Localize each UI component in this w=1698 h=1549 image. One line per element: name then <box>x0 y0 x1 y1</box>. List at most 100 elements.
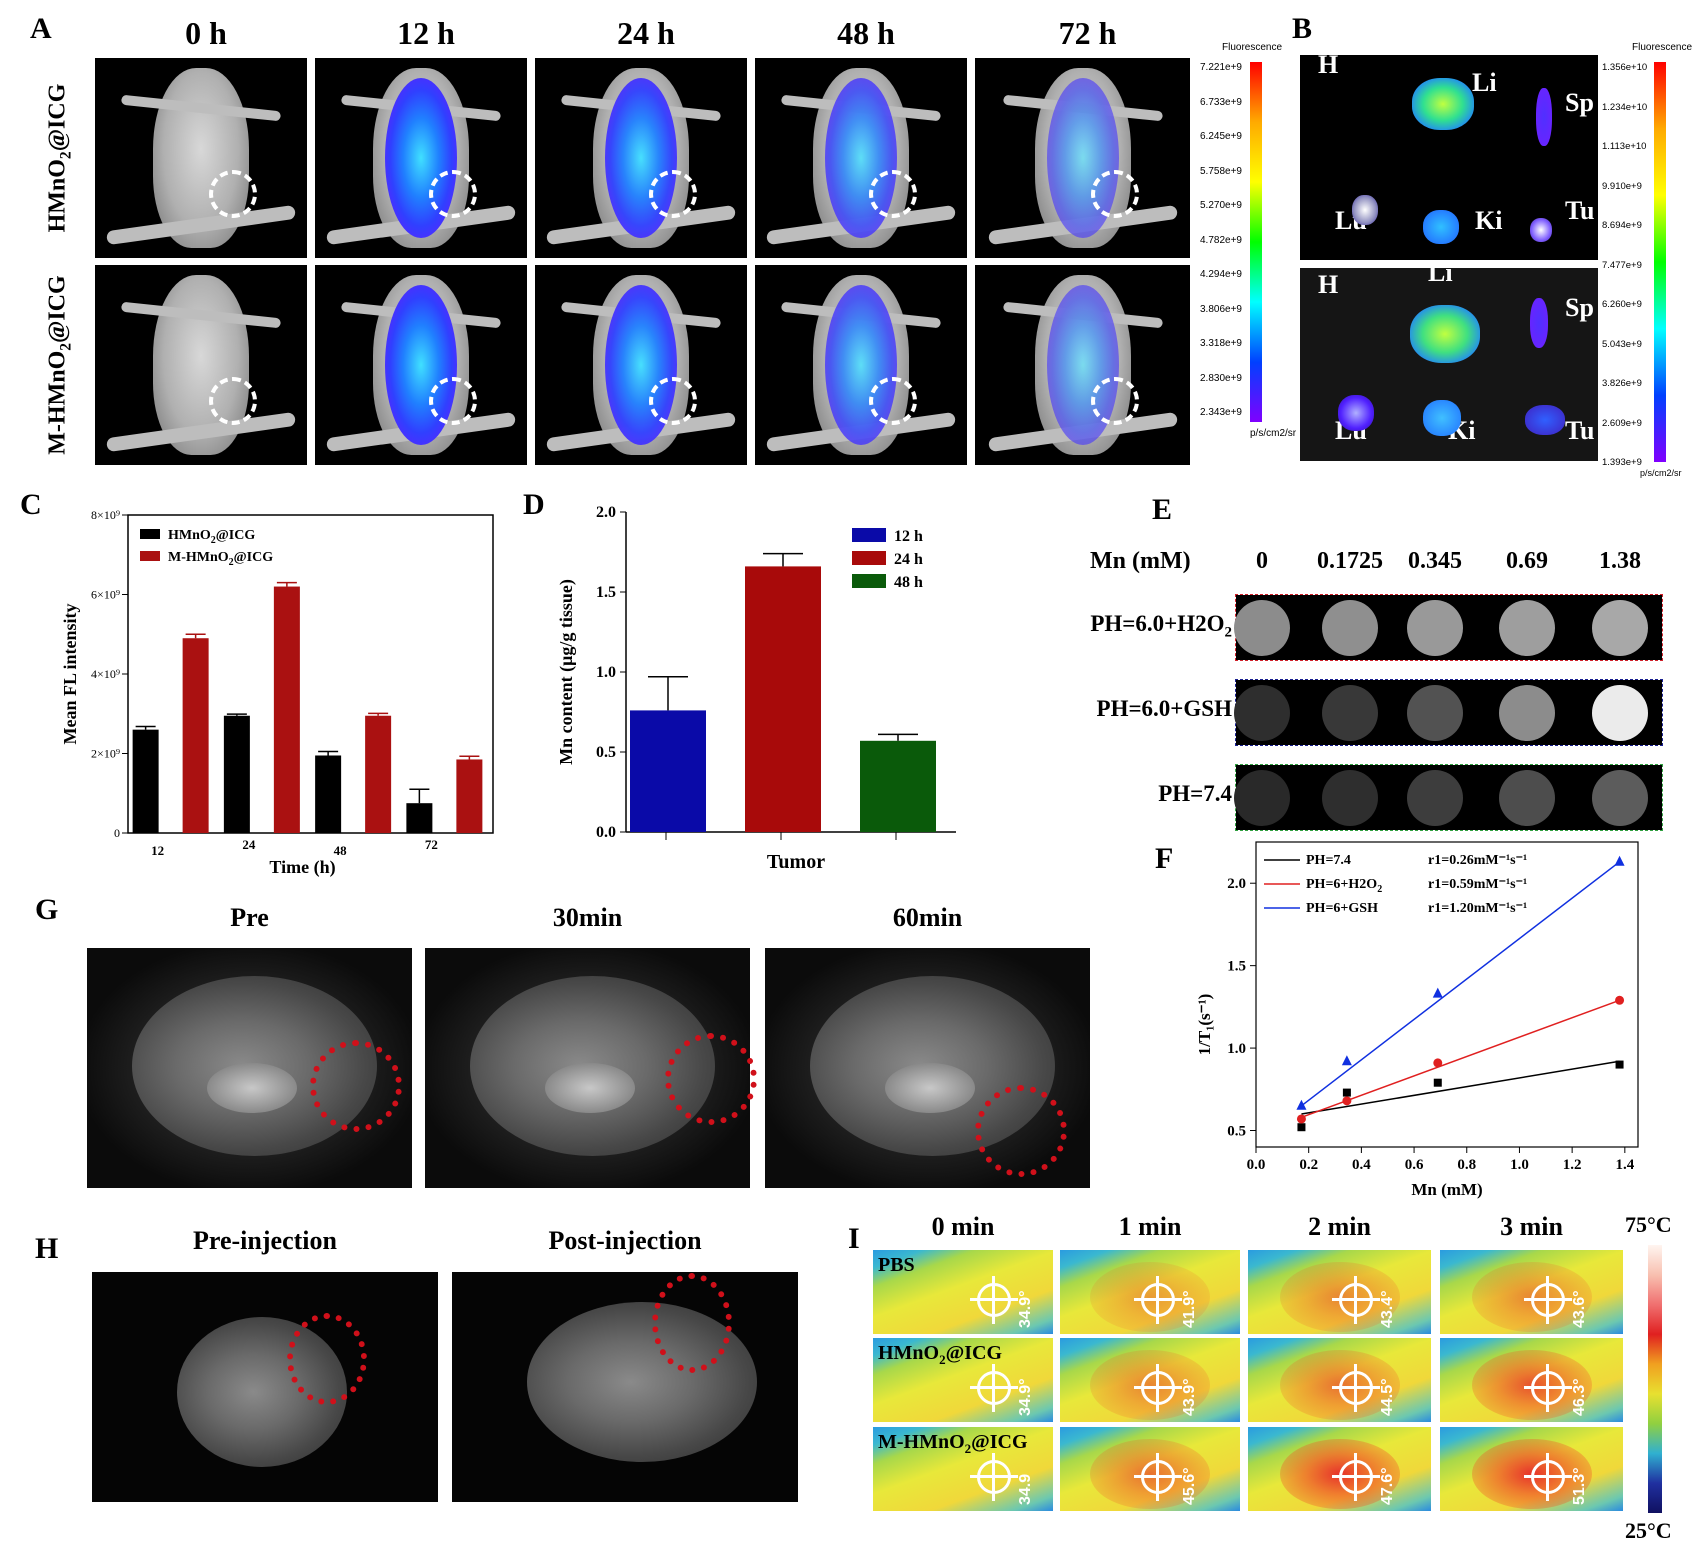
tumor-marker <box>209 377 257 425</box>
y-tick-label: 1.0 <box>596 664 616 681</box>
x-tick-label: 72 <box>425 837 438 852</box>
organ-label-ki: Ki <box>1475 206 1503 235</box>
data-point <box>1432 987 1443 998</box>
x-tick-label: 1.4 <box>1615 1157 1634 1173</box>
data-point <box>1297 1123 1306 1132</box>
panel-label-b: B <box>1292 12 1313 45</box>
tumor-marker <box>287 1313 367 1405</box>
mouse-image <box>315 265 527 465</box>
plot-frame <box>1255 841 1639 1148</box>
mouse-image <box>755 58 967 258</box>
bar <box>745 566 821 832</box>
mri-title: Pre-injection <box>193 1226 337 1255</box>
tumor-marker <box>1090 377 1139 425</box>
mri-tube <box>1499 770 1555 826</box>
mri-tube <box>1592 770 1648 826</box>
x-tick-label: 1.0 <box>1510 1157 1529 1173</box>
colorbar-tick: 2.343e+9 <box>1200 407 1242 418</box>
temperature-readout: 47.6° <box>1379 1467 1396 1505</box>
mouse-image <box>535 58 747 258</box>
panel-label-g: G <box>35 893 59 926</box>
thermal-image: 41.9° <box>1060 1250 1240 1334</box>
colorbar-tick: 5.270e+9 <box>1200 200 1242 211</box>
mri-tube <box>1592 600 1648 656</box>
organ-fluorescence <box>1530 298 1548 348</box>
concentration-label: 0.345 <box>1408 548 1462 574</box>
time-label-2: 24 h <box>617 15 675 51</box>
x-tick-label: 12 <box>151 843 164 858</box>
mri-tube <box>1234 685 1290 741</box>
legend-label: 48 h <box>894 574 923 591</box>
y-axis-label: 1/T₁(s⁻¹) <box>1195 994 1214 1056</box>
mouse-image <box>95 265 307 465</box>
temperature-readout: 44.5° <box>1379 1378 1396 1416</box>
tumor-marker <box>869 170 917 218</box>
crosshair-icon <box>1332 1453 1380 1501</box>
mouse-image <box>975 265 1190 465</box>
data-point <box>1296 1114 1306 1124</box>
legend-label: PH=7.4 <box>1306 853 1351 868</box>
panel-label-d: D <box>523 488 545 521</box>
y-tick-label: 0.5 <box>596 744 616 761</box>
data-point <box>1615 995 1625 1005</box>
colorbar-gradient <box>1250 62 1262 422</box>
data-point <box>1433 1078 1442 1087</box>
thermal-row-label: PBS <box>878 1254 915 1276</box>
temperature-readout: 34.9° <box>1017 1378 1034 1416</box>
data-point <box>1296 1099 1307 1110</box>
crosshair-icon <box>1524 1364 1572 1412</box>
legend-label: PH=6+GSH <box>1306 901 1378 916</box>
colorbar-tick: 5.758e+9 <box>1200 165 1242 177</box>
temp-scale-bar <box>1648 1245 1662 1513</box>
data-point <box>1342 1096 1352 1106</box>
y-tick-label: 1.5 <box>1227 959 1246 975</box>
temperature-readout: 43.6° <box>1571 1290 1588 1328</box>
organ-label-sp: Sp <box>1565 88 1594 117</box>
mri-tube <box>1592 685 1648 741</box>
mri-title: Post-injection <box>548 1226 702 1255</box>
row-label-0: HMnO2@ICG <box>44 83 75 233</box>
x-tick-label: 0.0 <box>1247 1157 1266 1173</box>
tumor-marker <box>665 1033 757 1125</box>
panel-label-e: E <box>1152 493 1173 526</box>
organ-label-tu: Tu <box>1565 416 1595 445</box>
thermal-image: 34.9° <box>873 1250 1053 1334</box>
mri-tube <box>1499 600 1555 656</box>
organ-label-h: H <box>1318 50 1339 79</box>
temp-scale-min: 25°C <box>1625 1518 1672 1543</box>
crosshair-icon <box>970 1276 1018 1324</box>
crosshair-icon <box>1332 1364 1380 1412</box>
organ-fluorescence <box>1423 400 1461 436</box>
temperature-readout: 45.6° <box>1181 1467 1198 1505</box>
legend-swatch <box>852 528 886 542</box>
bar <box>406 803 433 833</box>
legend-label: 24 h <box>894 551 923 568</box>
y-tick-label: 8×10⁹ <box>91 508 120 522</box>
mouse-image <box>975 58 1190 258</box>
colorbar-tick: 7.477e+9 <box>1602 259 1642 271</box>
chart-c: 0 2×10⁹ 4×10⁹ 6×10⁹ 8×10⁹ 12 24 48 72 Time (h) Mea… <box>60 508 494 878</box>
tumor-marker <box>869 377 917 425</box>
y-tick-label: 0.5 <box>1227 1124 1246 1140</box>
crosshair-icon <box>1134 1364 1182 1412</box>
organ-fluorescence <box>1423 210 1459 244</box>
thermal-image: 44.5° <box>1248 1338 1431 1422</box>
temperature-readout: 46.3° <box>1571 1378 1588 1416</box>
mouse-image <box>315 58 527 258</box>
colorbar-tick: 2.830e+9 <box>1200 372 1242 384</box>
mri-title: Pre <box>230 903 269 932</box>
colorbar-tick: 3.826e+9 <box>1602 378 1642 389</box>
crosshair-icon <box>1134 1453 1182 1501</box>
organ-label-li: Li <box>1428 258 1453 287</box>
bar <box>132 729 159 833</box>
colorbar-tick: 8.694e+9 <box>1602 220 1642 231</box>
bar <box>456 759 483 833</box>
tumor-marker <box>310 1040 402 1132</box>
tumor-marker <box>649 377 697 425</box>
mouse-image <box>95 58 307 258</box>
chart-d: 0.0 0.5 1.0 1.5 2.0 Tumor Mn content (μg/g tis… <box>556 504 956 873</box>
colorbar-tick: 3.318e+9 <box>1200 338 1242 349</box>
concentration-label: 0.1725 <box>1317 548 1383 574</box>
y-tick-label: 2.0 <box>596 504 616 521</box>
temperature-readout: 34.9° <box>1017 1290 1034 1328</box>
